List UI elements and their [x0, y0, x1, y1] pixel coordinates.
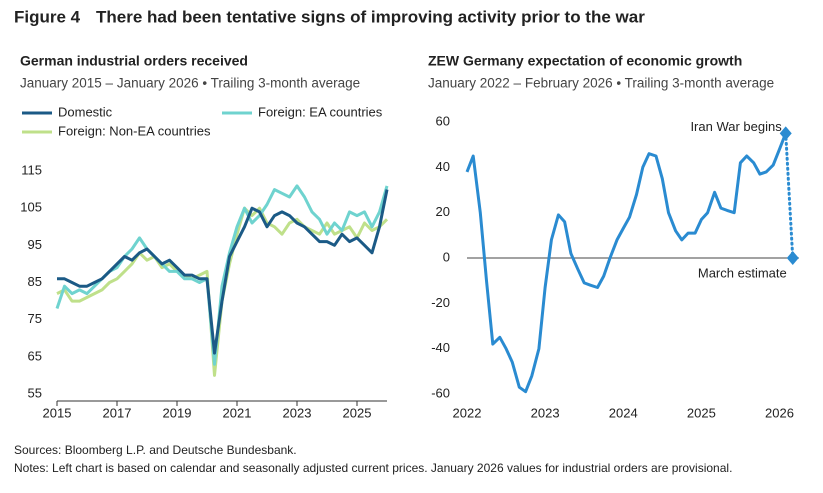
- legend-label: Foreign: Non-EA countries: [58, 123, 211, 138]
- y-tick-label: 40: [436, 159, 450, 174]
- y-tick-label: -20: [431, 295, 450, 310]
- chart-subtitle: January 2022 – February 2026 • Trailing …: [428, 76, 774, 91]
- sources: Sources: Bloomberg L.P. and Deutsche Bun…: [14, 443, 297, 457]
- y-tick-label: 65: [28, 348, 42, 363]
- x-tick-label: 2023: [531, 405, 560, 420]
- x-tick-label: 2026: [765, 405, 794, 420]
- legend-label: Domestic: [58, 104, 113, 119]
- x-tick-label: 2017: [103, 405, 132, 420]
- figure-label: Figure 4: [14, 7, 81, 26]
- diamond-marker: [779, 126, 792, 141]
- x-tick-label: 2015: [43, 405, 72, 420]
- x-tick-label: 2021: [223, 405, 252, 420]
- x-tick-label: 2019: [163, 405, 192, 420]
- x-tick-label: 2025: [343, 405, 372, 420]
- x-tick-label: 2023: [283, 405, 312, 420]
- y-tick-label: 55: [28, 385, 42, 400]
- chart-title: ZEW Germany expectation of economic grow…: [428, 53, 742, 69]
- x-tick-label: 2022: [453, 405, 482, 420]
- annotation: March estimate: [698, 265, 787, 280]
- y-tick-label: -60: [431, 385, 450, 400]
- series-line: [465, 132, 788, 394]
- y-tick-label: 95: [28, 237, 42, 252]
- chart-subtitle: January 2015 – January 2026 • Trailing 3…: [20, 76, 360, 91]
- y-tick-label: 60: [436, 113, 450, 128]
- figure-title: There had been tentative signs of improv…: [96, 7, 645, 26]
- y-tick-label: -40: [431, 340, 450, 355]
- diamond-marker: [786, 251, 799, 265]
- estimate-connector: [784, 131, 795, 260]
- annotation: Iran War begins: [690, 119, 782, 134]
- x-tick-label: 2024: [609, 405, 638, 420]
- y-tick-label: 0: [443, 249, 450, 264]
- chart-title: German industrial orders received: [20, 53, 248, 69]
- y-tick-label: 75: [28, 311, 42, 326]
- y-tick-label: 115: [21, 162, 42, 177]
- notes: Notes: Left chart is based on calendar a…: [14, 461, 732, 475]
- legend-label: Foreign: EA countries: [258, 104, 383, 119]
- y-tick-label: 20: [436, 204, 450, 219]
- series-line: [57, 189, 389, 355]
- y-tick-label: 85: [28, 274, 42, 289]
- x-tick-label: 2025: [687, 405, 716, 420]
- y-tick-label: 105: [20, 200, 42, 215]
